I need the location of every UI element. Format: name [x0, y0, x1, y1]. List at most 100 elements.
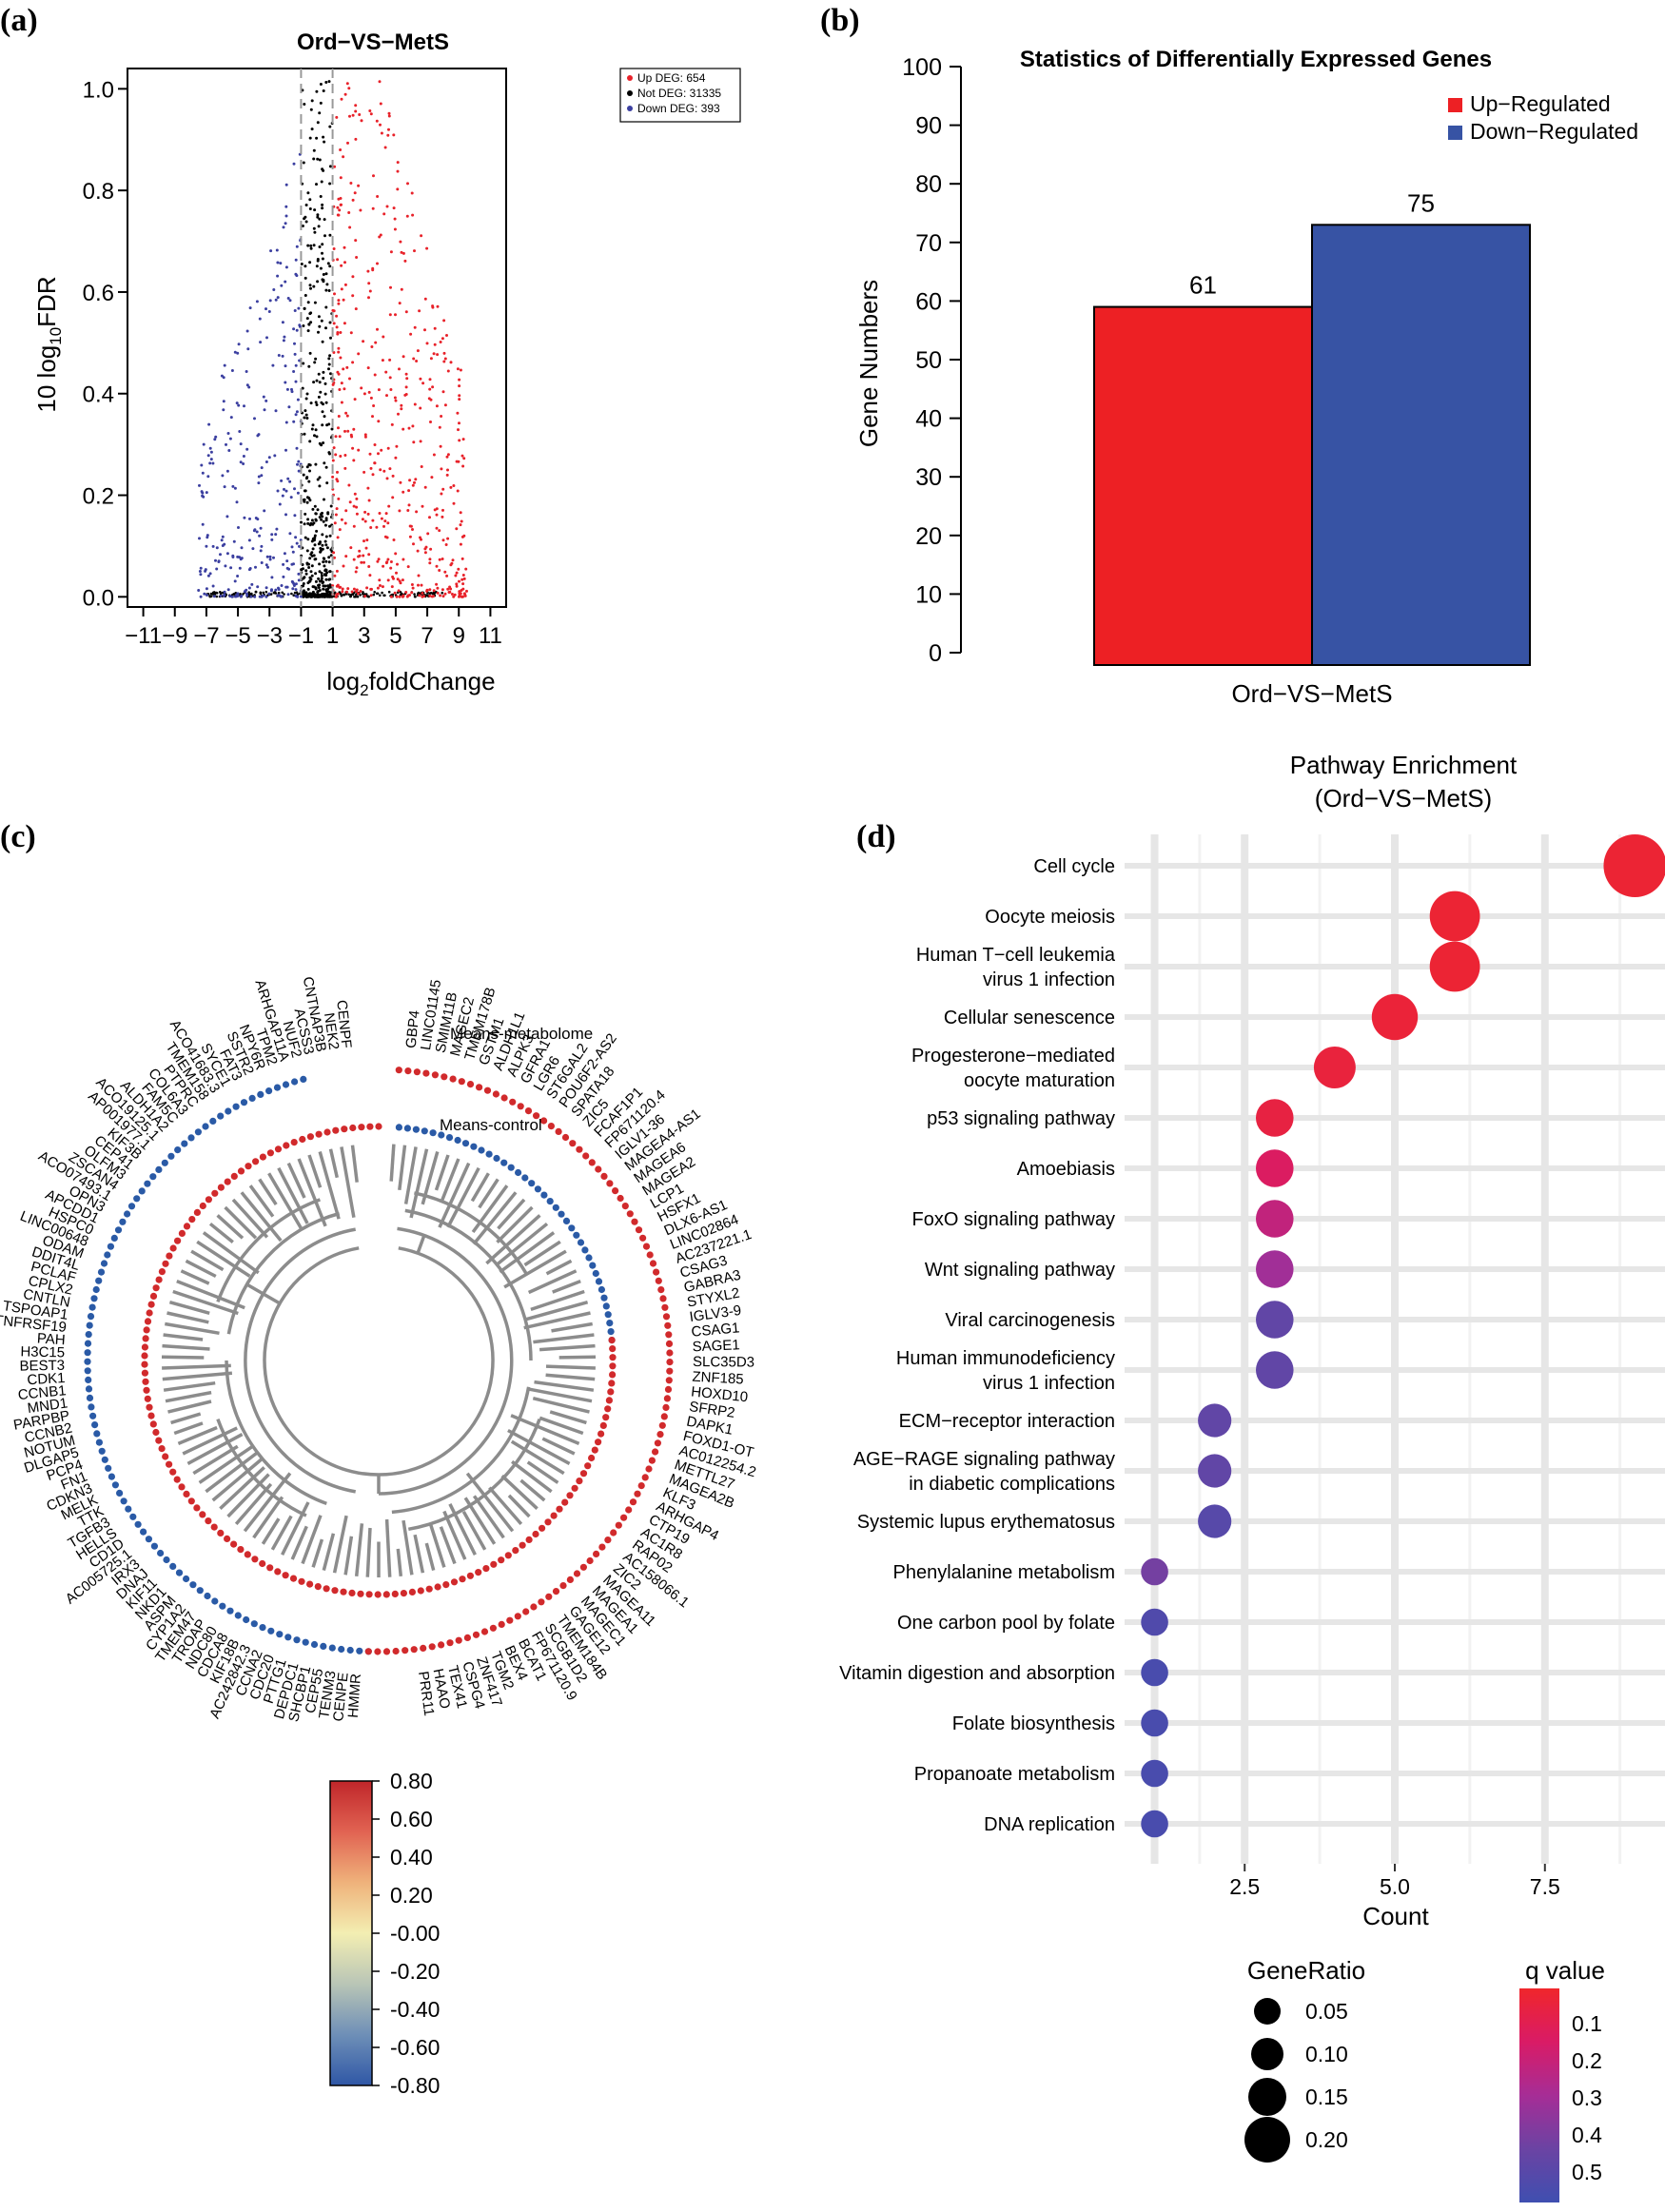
point-up-deg [411, 586, 415, 590]
point-up-deg [387, 127, 390, 131]
pathway-term-label: FoxO signaling pathway [912, 1209, 1115, 1230]
legend-swatch [1448, 98, 1462, 112]
point-up-deg [373, 461, 377, 465]
point-up-deg [423, 547, 427, 551]
point-not-deg [311, 507, 315, 511]
ring-cell-up [625, 1506, 633, 1514]
dendrogram-branch [162, 1363, 231, 1370]
ring-cell-down [108, 1473, 115, 1480]
heatmap-colorbar-ticks: 0.800.600.400.20-0.00-0.20-0.40-0.60-0.8… [372, 1769, 440, 2098]
point-not-deg [324, 305, 328, 309]
ring-cell-up [266, 1564, 274, 1572]
point-up-deg [400, 407, 403, 411]
pathway-point [1255, 1099, 1294, 1137]
point-up-deg [380, 517, 383, 520]
point-up-deg [386, 558, 390, 561]
x-tick-label: −11 [125, 623, 162, 649]
point-down-deg [213, 438, 217, 441]
point-down-deg [275, 527, 279, 531]
point-up-deg [331, 459, 335, 462]
colorbar-tick-label: 0.20 [390, 1883, 433, 1908]
point-down-deg [284, 183, 288, 186]
point-not-deg [209, 592, 213, 596]
point-not-deg [322, 587, 325, 591]
ring-cell-up [615, 1521, 622, 1529]
point-not-deg [318, 570, 322, 574]
point-up-deg [404, 372, 408, 376]
point-not-deg [308, 523, 312, 527]
point-not-deg [304, 413, 308, 417]
dendrogram-branch [286, 1162, 306, 1199]
ring-cell-up [472, 1631, 480, 1638]
ring-cell-down [87, 1313, 95, 1321]
dendrogram-branch [439, 1526, 457, 1565]
point-up-deg [413, 325, 417, 329]
pathway-term-label: Systemic lupus erythematosus [857, 1512, 1115, 1533]
point-not-deg [320, 443, 323, 447]
ring-cell-down [276, 1631, 284, 1638]
ring-cell-down [310, 1640, 319, 1649]
x-tick-label: 5 [389, 623, 402, 649]
ring-cell-down [248, 1094, 256, 1102]
point-up-deg [383, 519, 387, 523]
ring-cell-up [555, 1127, 562, 1135]
ring-cell-up [475, 1569, 482, 1576]
point-not-deg [303, 432, 306, 436]
point-up-deg [341, 590, 344, 594]
point-up-deg [337, 497, 341, 500]
point-not-deg [321, 203, 324, 206]
point-not-deg [306, 329, 310, 333]
point-down-deg [286, 297, 290, 300]
x-tick-label: −1 [288, 623, 314, 649]
point-down-deg [280, 479, 284, 482]
size-legend-dot [1244, 2117, 1290, 2163]
point-up-deg [382, 335, 385, 339]
point-up-deg [352, 459, 356, 462]
point-up-deg [431, 385, 435, 389]
point-down-deg [226, 588, 230, 592]
qvalue-colorbar [1519, 1988, 1559, 2202]
point-up-deg [406, 565, 410, 569]
x-tick-label: −3 [257, 623, 283, 649]
point-up-deg [412, 542, 415, 546]
point-down-deg [278, 502, 282, 506]
ring-cell-up [648, 1457, 656, 1464]
point-up-deg [364, 546, 368, 550]
ring-cell-down [438, 1131, 445, 1139]
point-up-deg [396, 187, 400, 191]
point-up-deg [460, 454, 464, 458]
point-up-deg [396, 169, 400, 173]
point-up-deg [385, 477, 389, 480]
point-down-deg [219, 594, 223, 597]
ring-cell-up [144, 1395, 151, 1402]
point-not-deg [308, 440, 312, 443]
ring-cell-down [163, 1556, 170, 1564]
point-up-deg [393, 396, 397, 400]
point-down-deg [227, 449, 231, 452]
point-down-deg [240, 594, 244, 597]
point-up-deg [363, 510, 367, 514]
point-up-deg [459, 542, 462, 546]
ring-cell-up [586, 1556, 594, 1565]
point-not-deg [316, 478, 320, 481]
point-not-deg [310, 127, 314, 131]
dendrogram-branch [558, 1355, 597, 1360]
ring-cell-down [95, 1439, 103, 1446]
dendrogram-branch [166, 1311, 209, 1324]
ring-cell-up [375, 1123, 382, 1130]
y-tick-label: 0.6 [83, 281, 114, 306]
dendrogram-branch [162, 1371, 233, 1381]
point-down-deg [287, 405, 291, 409]
point-not-deg [304, 397, 308, 401]
ring-cell-up [480, 1628, 489, 1635]
ring-cell-up [604, 1405, 612, 1413]
point-up-deg [396, 161, 400, 165]
point-up-deg [357, 592, 360, 596]
point-not-deg [325, 589, 329, 593]
ring-cell-up [645, 1465, 653, 1473]
ring-cell-up [142, 1378, 149, 1385]
ring-cell-up [146, 1309, 153, 1317]
ring-cell-up [187, 1498, 195, 1505]
point-up-deg [333, 521, 337, 525]
